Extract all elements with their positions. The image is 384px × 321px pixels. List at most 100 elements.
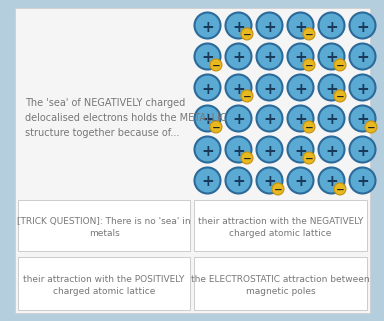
Circle shape (257, 44, 283, 70)
Circle shape (349, 136, 376, 162)
Text: −: − (273, 185, 282, 195)
Text: +: + (294, 143, 307, 159)
Text: +: + (294, 82, 307, 97)
Text: +: + (201, 175, 214, 189)
Circle shape (225, 168, 252, 194)
Text: −: − (305, 61, 313, 71)
Text: +: + (356, 50, 369, 65)
Circle shape (349, 74, 376, 100)
Circle shape (303, 28, 315, 40)
Text: +: + (232, 82, 245, 97)
Text: +: + (325, 175, 338, 189)
Circle shape (195, 106, 220, 132)
FancyBboxPatch shape (18, 200, 190, 251)
Text: −: − (305, 154, 313, 164)
Circle shape (334, 90, 346, 102)
Text: +: + (325, 20, 338, 34)
Text: −: − (305, 30, 313, 40)
Text: their attraction with the NEGATIVELY
charged atomic lattice: their attraction with the NEGATIVELY cha… (198, 217, 363, 238)
Text: +: + (232, 20, 245, 34)
Circle shape (288, 44, 313, 70)
Text: +: + (294, 112, 307, 127)
Text: +: + (263, 50, 276, 65)
Text: +: + (263, 112, 276, 127)
Text: +: + (294, 175, 307, 189)
Circle shape (318, 168, 344, 194)
Text: +: + (232, 175, 245, 189)
Text: −: − (243, 92, 251, 102)
Text: −: − (336, 185, 344, 195)
Text: +: + (201, 20, 214, 34)
Text: +: + (325, 50, 338, 65)
Circle shape (210, 59, 222, 71)
Circle shape (241, 28, 253, 40)
Circle shape (210, 121, 222, 133)
Circle shape (318, 136, 344, 162)
Text: +: + (232, 143, 245, 159)
Circle shape (318, 106, 344, 132)
Circle shape (195, 44, 220, 70)
Circle shape (318, 74, 344, 100)
Circle shape (288, 106, 313, 132)
Circle shape (349, 106, 376, 132)
Circle shape (318, 44, 344, 70)
Text: the ELECTROSTATIC attraction between
magnetic poles: the ELECTROSTATIC attraction between mag… (191, 275, 370, 296)
Text: +: + (201, 82, 214, 97)
Circle shape (288, 136, 313, 162)
Text: −: − (243, 30, 251, 40)
Circle shape (195, 136, 220, 162)
Circle shape (257, 74, 283, 100)
Text: +: + (356, 82, 369, 97)
Text: +: + (294, 20, 307, 34)
Text: −: − (336, 92, 344, 102)
Circle shape (303, 152, 315, 164)
Text: +: + (325, 143, 338, 159)
Text: +: + (201, 143, 214, 159)
Circle shape (349, 44, 376, 70)
Text: +: + (263, 20, 276, 34)
FancyBboxPatch shape (194, 257, 367, 310)
Circle shape (195, 168, 220, 194)
Circle shape (288, 168, 313, 194)
Text: +: + (232, 50, 245, 65)
Circle shape (241, 152, 253, 164)
Circle shape (288, 74, 313, 100)
FancyBboxPatch shape (18, 257, 190, 310)
Text: +: + (263, 82, 276, 97)
Text: +: + (356, 112, 369, 127)
Text: −: − (305, 123, 313, 133)
Circle shape (349, 168, 376, 194)
Text: +: + (201, 112, 214, 127)
Circle shape (365, 121, 377, 133)
Text: +: + (325, 82, 338, 97)
Circle shape (257, 13, 283, 39)
Text: −: − (367, 123, 375, 133)
Circle shape (334, 59, 346, 71)
Circle shape (288, 13, 313, 39)
Circle shape (303, 59, 315, 71)
Circle shape (257, 136, 283, 162)
Text: The 'sea' of NEGATIVELY charged
delocalised electrons holds the METALLIC
structu: The 'sea' of NEGATIVELY charged delocali… (25, 98, 227, 138)
Text: +: + (294, 50, 307, 65)
Circle shape (225, 44, 252, 70)
FancyBboxPatch shape (15, 8, 370, 313)
Circle shape (225, 13, 252, 39)
Text: +: + (263, 175, 276, 189)
Circle shape (195, 13, 220, 39)
Text: +: + (356, 143, 369, 159)
Circle shape (318, 13, 344, 39)
Circle shape (257, 106, 283, 132)
Text: −: − (336, 61, 344, 71)
Circle shape (334, 183, 346, 195)
Circle shape (225, 136, 252, 162)
Text: −: − (243, 154, 251, 164)
Text: +: + (232, 112, 245, 127)
Text: +: + (356, 20, 369, 34)
Text: +: + (201, 50, 214, 65)
Text: +: + (325, 112, 338, 127)
Text: their attraction with the POSITIVELY
charged atomic lattice: their attraction with the POSITIVELY cha… (23, 275, 185, 296)
Text: −: − (212, 61, 220, 71)
Circle shape (195, 74, 220, 100)
Circle shape (272, 183, 284, 195)
FancyBboxPatch shape (194, 200, 367, 251)
